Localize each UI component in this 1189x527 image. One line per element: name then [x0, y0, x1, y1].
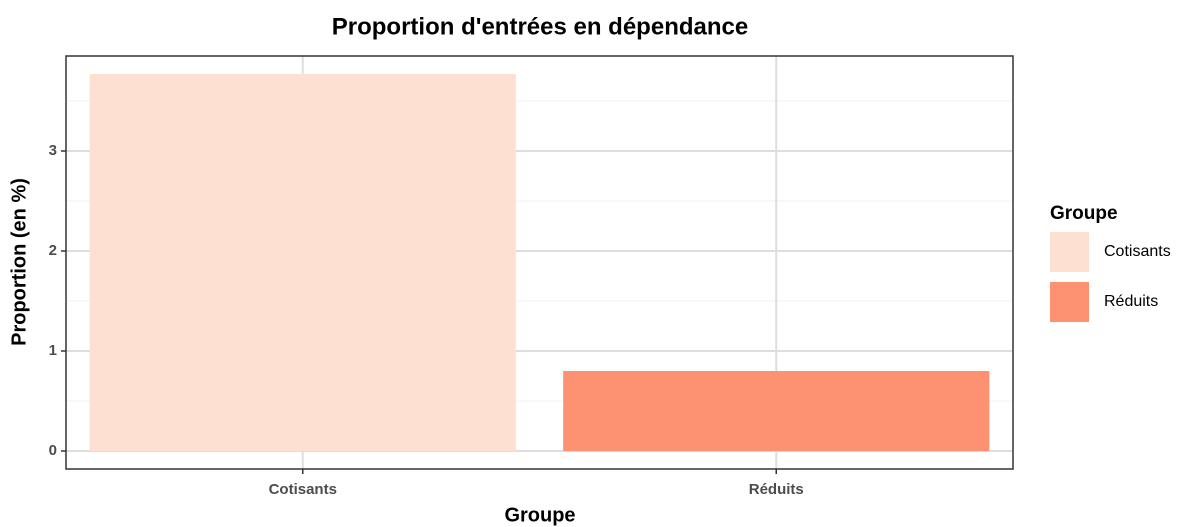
legend-label: Cotisants	[1104, 243, 1171, 260]
chart-title: Proportion d'entrées en dépendance	[332, 13, 748, 40]
legend-title: Groupe	[1050, 203, 1118, 224]
legend-label: Réduits	[1104, 293, 1158, 310]
bar	[563, 371, 990, 451]
legend-key	[1050, 232, 1089, 272]
x-tick-label: Cotisants	[269, 481, 337, 498]
y-axis-label: Proportion (en %)	[8, 178, 30, 346]
bar	[89, 74, 516, 451]
y-tick-label: 1	[49, 342, 57, 359]
legend-key	[1050, 282, 1089, 322]
y-tick-label: 0	[49, 442, 57, 459]
y-tick-label: 2	[49, 242, 57, 259]
x-tick-label: Réduits	[749, 481, 804, 498]
panel-border	[65, 55, 1014, 470]
x-axis-label: Groupe	[504, 504, 575, 526]
y-tick-label: 3	[49, 142, 57, 159]
